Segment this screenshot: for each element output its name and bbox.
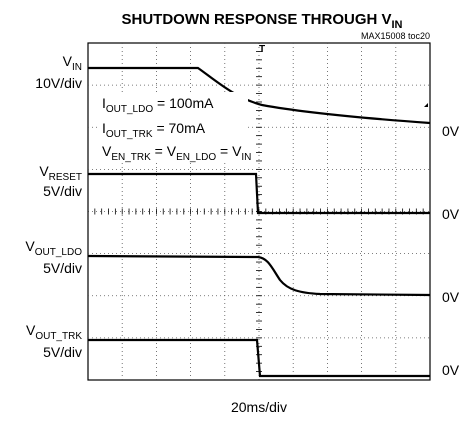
trigger-level-marker — [424, 103, 428, 107]
channel-scale: 5V/div — [43, 344, 82, 360]
annotation: IOUT_TRK = 70mA — [102, 120, 206, 140]
vin-trace — [88, 66, 431, 125]
zero-label: 0V — [442, 206, 460, 222]
traces: T — [87, 44, 431, 378]
trigger-marker: T — [259, 44, 265, 55]
figure-note: MAX15008 toc20 — [361, 31, 430, 41]
channel-scale: 10V/div — [35, 75, 82, 91]
zero-label: 0V — [442, 123, 460, 139]
vout-ldo-trace — [87, 254, 431, 297]
zero-labels: 0V 0V 0V 0V — [442, 123, 460, 378]
vout-trk-trace — [88, 338, 430, 378]
channel-scale: 5V/div — [43, 183, 82, 199]
zero-label: 0V — [442, 362, 460, 378]
annotation: VEN_TRK = VEN_LDO = VIN — [102, 143, 251, 163]
x-axis-label: 20ms/div — [231, 399, 287, 415]
channel-labels: VIN 10V/div VRESET 5V/div VOUT_LDO 5V/di… — [25, 53, 82, 360]
channel-name: VRESET — [39, 163, 82, 183]
vreset-trace — [88, 172, 430, 215]
channel-name: VOUT_LDO — [25, 238, 82, 258]
channel-name: VIN — [63, 53, 82, 73]
annotations: IOUT_LDO = 100mA IOUT_TRK = 70mA VEN_TRK… — [98, 92, 251, 163]
annotation: IOUT_LDO = 100mA — [102, 95, 214, 115]
channel-name: VOUT_TRK — [26, 322, 82, 342]
zero-label: 0V — [442, 289, 460, 305]
channel-scale: 5V/div — [43, 260, 82, 276]
annotation-backdrop — [98, 92, 248, 162]
chart-title: SHUTDOWN RESPONSE THROUGH VIN — [121, 11, 402, 31]
